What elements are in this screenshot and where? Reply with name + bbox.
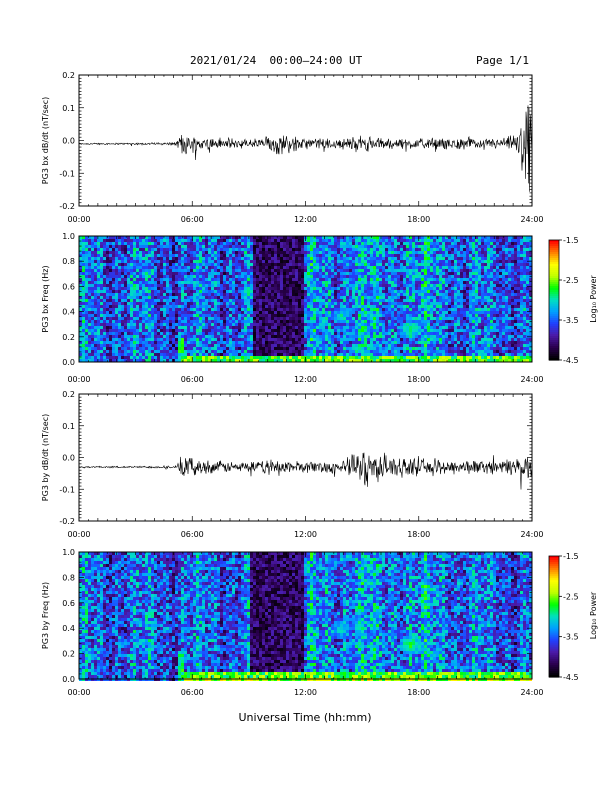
x-tick-label: 12:00 <box>294 688 317 697</box>
spectrogram-4 <box>79 552 532 681</box>
colorbar-tick-label: -2.5 <box>563 592 579 601</box>
y-axis-1: -0.2 -0.1 0.0 0.1 0.2 PG3 bx dB/dt (nT/sec) <box>41 71 532 211</box>
y-tick-label: 0.1 <box>62 422 75 431</box>
plot-frame <box>78 393 533 522</box>
x-tick-label: 18:00 <box>407 215 430 224</box>
trace-1 <box>78 105 533 192</box>
y-axis-label: PG3 by Freq (Hz) <box>41 582 50 649</box>
y-axis-label: PG3 by dB/dt (nT/sec) <box>41 414 50 501</box>
x-tick-label: 00:00 <box>67 215 90 224</box>
colorbar-label: Log₁₀ Power <box>589 275 598 323</box>
y-tick-label: 0.0 <box>62 137 75 146</box>
x-tick-label: 18:00 <box>407 375 430 384</box>
panel-1: -0.2 -0.1 0.0 0.1 0.2 PG3 bx dB/dt (nT/sec) 00… <box>41 71 544 224</box>
y-tick-label: 0.0 <box>62 675 75 684</box>
colorbar-4: -1.5 -2.5 -3.5 -4.5 Log₁₀ Power <box>548 552 598 682</box>
plot-frame <box>78 74 533 207</box>
x-tick-label: 24:00 <box>520 375 543 384</box>
colorbar-tick-label: -2.5 <box>563 276 579 285</box>
y-tick-label: 0.6 <box>62 599 75 608</box>
y-tick-label: 0.2 <box>62 333 75 342</box>
y-tick-label: 0.4 <box>62 308 75 317</box>
x-tick-label: 06:00 <box>181 375 204 384</box>
x-axis-1: 00:00 06:00 12:00 18:00 24:00 <box>67 75 544 224</box>
y-tick-label: 0.0 <box>62 358 75 367</box>
x-axis-3: 00:00 06:00 12:00 18:00 24:00 <box>67 394 544 539</box>
y-tick-label: -0.1 <box>59 169 75 178</box>
x-tick-label: 06:00 <box>181 688 204 697</box>
y-axis-label: PG3 bx dB/dt (nT/sec) <box>41 97 50 184</box>
y-tick-label: 0.6 <box>62 282 75 291</box>
colorbar-tick-label: -4.5 <box>563 673 579 682</box>
colorbar-label: Log₁₀ Power <box>589 591 598 639</box>
x-tick-label: 24:00 <box>520 215 543 224</box>
x-tick-label: 06:00 <box>181 215 204 224</box>
y-tick-label: 0.4 <box>62 624 75 633</box>
y-tick-label: 0.2 <box>62 390 75 399</box>
colorbar-tick-label: -1.5 <box>563 236 579 245</box>
x-tick-label: 18:00 <box>407 688 430 697</box>
x-tick-label: 00:00 <box>67 530 90 539</box>
y-axis-4: 0.0 0.2 0.4 0.6 0.8 1.0 PG3 by Freq (Hz) <box>41 548 532 684</box>
x-tick-label: 06:00 <box>181 530 204 539</box>
y-tick-label: 0.8 <box>62 257 75 266</box>
y-tick-label: 0.0 <box>62 454 75 463</box>
colorbar-tick-label: -3.5 <box>563 316 579 325</box>
y-axis-3: -0.2 -0.1 0.0 0.1 0.2 PG3 by dB/dt (nT/sec) <box>41 390 532 526</box>
y-tick-label: -0.2 <box>59 517 75 526</box>
colorbar-tick-label: -4.5 <box>563 356 579 365</box>
x-tick-label: 00:00 <box>67 375 90 384</box>
y-tick-label: 0.8 <box>62 573 75 582</box>
x-axis-title: Universal Time (hh:mm) <box>239 711 372 724</box>
trace-3 <box>78 452 533 490</box>
y-tick-label: -0.1 <box>59 485 75 494</box>
y-tick-label: 0.2 <box>62 71 75 80</box>
y-tick-label: 0.2 <box>62 650 75 659</box>
x-tick-label: 12:00 <box>294 530 317 539</box>
y-axis-label: PG3 bx Freq (Hz) <box>41 265 50 332</box>
y-tick-label: 1.0 <box>62 232 75 241</box>
colorbar-tick-label: -3.5 <box>563 633 579 642</box>
x-tick-label: 24:00 <box>520 688 543 697</box>
page-number: Page 1/1 <box>476 54 529 67</box>
y-tick-label: -0.2 <box>59 202 75 211</box>
y-tick-label: 1.0 <box>62 548 75 557</box>
x-tick-label: 00:00 <box>67 688 90 697</box>
plot-title: 2021/01/24 00:00–24:00 UT <box>190 54 363 67</box>
x-axis-2: 00:00 06:00 12:00 18:00 24:00 <box>67 236 544 384</box>
y-axis-2: 0.0 0.2 0.4 0.6 0.8 1.0 PG3 bx Freq (Hz) <box>41 232 532 367</box>
colorbar-tick-label: -1.5 <box>563 552 579 561</box>
y-tick-label: 0.1 <box>62 104 75 113</box>
x-tick-label: 24:00 <box>520 530 543 539</box>
spectrogram-2 <box>79 236 532 362</box>
x-axis-4: 00:00 06:00 12:00 18:00 24:00 <box>67 552 544 697</box>
panel-3: -0.2 -0.1 0.0 0.1 0.2 PG3 by dB/dt (nT/sec) 00… <box>41 390 544 539</box>
x-tick-label: 12:00 <box>294 215 317 224</box>
x-tick-label: 12:00 <box>294 375 317 384</box>
colorbar-2: -1.5 -2.5 -3.5 -4.5 Log₁₀ Power <box>548 236 598 365</box>
x-tick-label: 18:00 <box>407 530 430 539</box>
